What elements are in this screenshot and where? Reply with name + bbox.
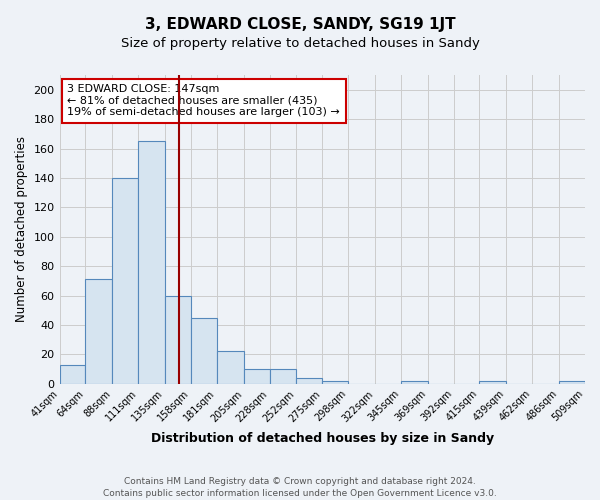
Bar: [59, 364, 85, 384]
Bar: [401, 381, 428, 384]
Bar: [322, 381, 348, 384]
X-axis label: Distribution of detached houses by size in Sandy: Distribution of detached houses by size …: [151, 432, 494, 445]
Bar: [479, 381, 506, 384]
Bar: [165, 296, 191, 384]
Bar: [559, 381, 585, 384]
Bar: [244, 369, 269, 384]
Bar: [296, 378, 322, 384]
Bar: [217, 352, 244, 384]
Bar: [269, 369, 296, 384]
Y-axis label: Number of detached properties: Number of detached properties: [15, 136, 28, 322]
Text: Size of property relative to detached houses in Sandy: Size of property relative to detached ho…: [121, 38, 479, 51]
Text: Contains HM Land Registry data © Crown copyright and database right 2024.: Contains HM Land Registry data © Crown c…: [124, 478, 476, 486]
Bar: [191, 318, 217, 384]
Bar: [112, 178, 138, 384]
Text: Contains public sector information licensed under the Open Government Licence v3: Contains public sector information licen…: [103, 489, 497, 498]
Bar: [138, 141, 165, 384]
Text: 3, EDWARD CLOSE, SANDY, SG19 1JT: 3, EDWARD CLOSE, SANDY, SG19 1JT: [145, 18, 455, 32]
Bar: [85, 280, 112, 384]
Text: 3 EDWARD CLOSE: 147sqm
← 81% of detached houses are smaller (435)
19% of semi-de: 3 EDWARD CLOSE: 147sqm ← 81% of detached…: [67, 84, 340, 117]
